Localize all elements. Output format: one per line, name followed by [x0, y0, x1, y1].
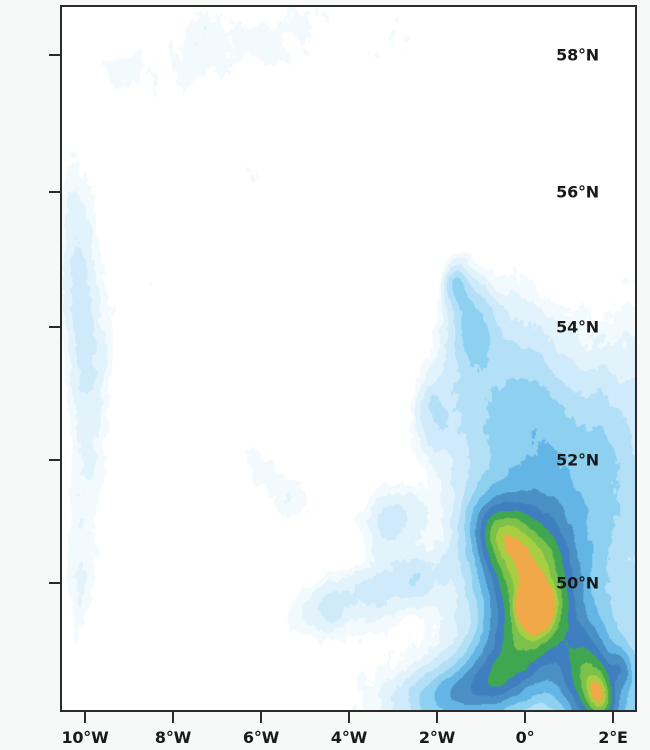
xtick-2e-label: 2°E — [598, 728, 628, 747]
xtick-8w-label: 8°W — [154, 728, 192, 747]
ytick-52n-label: 52°N — [556, 450, 599, 470]
xtick-0-label: 0° — [515, 728, 535, 747]
ytick-54n-label: 54°N — [556, 317, 599, 337]
ytick-50n-label: 50°N — [556, 573, 599, 593]
xtick-2w-label: 2°W — [418, 728, 456, 747]
ytick-54n-mark — [49, 326, 60, 328]
ytick-50n-mark — [49, 582, 60, 584]
ytick-56n-mark — [49, 191, 60, 193]
map-plot-area[interactable] — [60, 5, 637, 712]
xtick-8w-mark — [172, 712, 174, 723]
xtick-6w-label: 6°W — [242, 728, 280, 747]
xtick-10w-mark — [84, 712, 86, 723]
xtick-0-mark — [524, 712, 526, 723]
ytick-58n-label: 58°N — [556, 45, 599, 65]
xtick-4w-label: 4°W — [330, 728, 368, 747]
xtick-2w-mark — [436, 712, 438, 723]
xtick-10w-label: 10°W — [61, 728, 109, 747]
contour-field-canvas — [62, 7, 635, 710]
xtick-4w-mark — [348, 712, 350, 723]
ytick-56n-label: 56°N — [556, 182, 599, 202]
xtick-6w-mark — [260, 712, 262, 723]
xtick-2e-mark — [612, 712, 614, 723]
ytick-52n-mark — [49, 459, 60, 461]
ytick-58n-mark — [49, 54, 60, 56]
